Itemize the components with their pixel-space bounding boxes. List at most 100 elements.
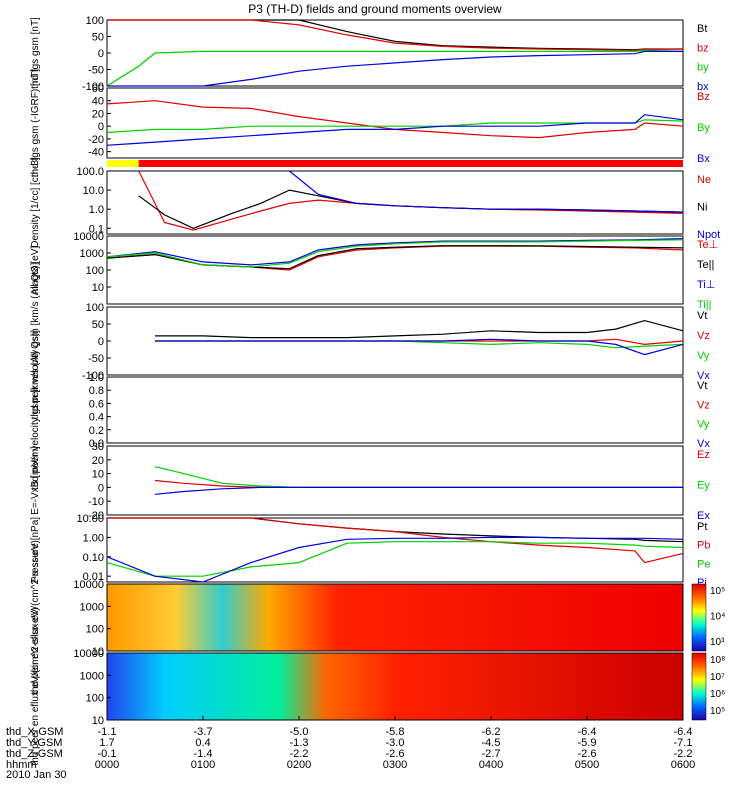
legend-label: Npot — [697, 229, 720, 241]
y-tick-label: -50 — [88, 65, 104, 77]
y-tick-label: 0.6 — [89, 398, 104, 410]
series-line-bz — [107, 19, 684, 52]
y-axis-label: thd peir en eflux eV/(cm^2-s-sr-eV) — [30, 540, 41, 695]
y-tick-label: 1000 — [80, 670, 104, 682]
legend-label: Ne — [697, 174, 711, 186]
y-tick-label: 20 — [92, 455, 104, 467]
legend-label: Vz — [697, 399, 710, 411]
series-line-ne — [138, 170, 684, 231]
legend-label: Bx — [697, 153, 710, 165]
y-tick-label: 10000 — [73, 231, 104, 243]
y-tick-label: 1.0 — [89, 204, 104, 216]
series-line-pe — [106, 541, 684, 577]
ephemeris-value: -4.5 — [482, 737, 501, 749]
y-tick-label: 10 — [92, 715, 104, 727]
ephemeris-value: 0100 — [191, 759, 215, 771]
ephemeris-value: 0200 — [287, 759, 311, 771]
colorbar — [691, 583, 707, 652]
series-line-ti|| — [106, 239, 684, 268]
ephemeris-value: -5.0 — [290, 726, 309, 738]
y-tick-label: 100 — [86, 265, 104, 277]
y-tick-label: 0.2 — [89, 425, 104, 437]
mode-bar-segment — [107, 160, 139, 167]
y-axis-label: thd fgs gsm (-IGRF) [nT] — [30, 69, 41, 178]
panel-frame — [106, 376, 684, 444]
y-tick-label: 0.0 — [89, 438, 104, 450]
series-line-vy — [155, 340, 684, 349]
legend-label: Ey — [697, 480, 710, 492]
legend-label: bz — [697, 42, 709, 54]
colorbar-tick-label: 10⁴ — [710, 612, 725, 623]
y-axis-label: thd fgs gsm [nT] — [30, 17, 41, 89]
colorbar-tick-label: 10⁵ — [710, 706, 725, 717]
ephemeris-value: -6.4 — [674, 726, 693, 738]
series-line-bx — [106, 114, 684, 146]
y-tick-label: -20 — [88, 134, 104, 146]
y-tick-label: -40 — [88, 147, 104, 159]
legend-label: Vx — [697, 438, 710, 450]
ephemeris-value: -7.1 — [674, 737, 693, 749]
legend-label: Vt — [697, 310, 707, 322]
series-line-by — [106, 119, 684, 134]
ephemeris-value: -2.2 — [290, 748, 309, 760]
y-tick-label: 10000 — [73, 579, 104, 591]
colorbar-tick-label: 10⁶ — [710, 689, 725, 700]
ephemeris-value: 1.7 — [99, 737, 114, 749]
legend-label: Ex — [697, 510, 710, 522]
y-tick-label: 100 — [86, 15, 104, 27]
legend-label: Vx — [697, 370, 710, 382]
series-line-vx — [155, 338, 684, 356]
legend-label: Vz — [697, 330, 710, 342]
series-line-by — [106, 49, 684, 87]
legend-label: Vy — [697, 350, 710, 362]
ephemeris-row-label: thd_Y-GSM — [6, 737, 62, 749]
ephemeris-row-label: hhmm — [6, 759, 37, 771]
legend-label: Bt — [697, 23, 707, 35]
y-tick-label: 100 — [86, 693, 104, 705]
legend-label: Ti⊥ — [697, 279, 715, 291]
legend-label: Vy — [697, 419, 710, 431]
legend-label: Pt — [697, 521, 707, 533]
y-tick-label: 1.00 — [83, 532, 104, 544]
ephemeris-value: -1.4 — [194, 748, 213, 760]
legend-label: Pb — [697, 540, 710, 552]
ephemeris-value: 0.4 — [195, 737, 210, 749]
ephemeris-value: 0500 — [575, 759, 599, 771]
legend-label: Te|| — [697, 259, 714, 271]
y-axis-label: magt3 [eV] — [30, 246, 41, 295]
ephemeris-value: 0400 — [479, 759, 503, 771]
y-tick-label: 10 — [92, 469, 104, 481]
y-tick-label: 20 — [92, 108, 104, 120]
ephemeris-value: -3.0 — [386, 737, 405, 749]
y-tick-label: 1000 — [80, 248, 104, 260]
y-tick-label: 40 — [92, 96, 104, 108]
ephemeris-row-label: thd_X-GSM — [6, 726, 63, 738]
ephemeris-value: -1.1 — [98, 726, 117, 738]
series-line-pi — [106, 536, 684, 583]
y-tick-label: 1000 — [80, 601, 104, 613]
colorbar — [691, 652, 707, 721]
legend-label: by — [697, 62, 709, 74]
series-line-bx — [107, 50, 683, 87]
ephemeris-value: -1.3 — [290, 737, 309, 749]
y-tick-label: 30 — [92, 441, 104, 453]
ephemeris-value: -2.7 — [482, 748, 501, 760]
ephemeris-value: 0600 — [671, 759, 695, 771]
y-axis-label: thd peir velocity gsm [km/s (All Qs)] — [30, 262, 41, 419]
plot-title: P3 (TH-D) fields and ground moments over… — [248, 2, 502, 16]
panel-frame — [106, 19, 684, 87]
y-tick-label: -100 — [82, 370, 104, 382]
y-axis-label: thd peer en eflux eV/(cm^2-s-sr-eV) — [30, 607, 41, 765]
date-label: 2010 Jan 30 — [6, 769, 67, 781]
ephemeris-value: -3.7 — [194, 726, 213, 738]
ephemeris-value: -6.2 — [482, 726, 501, 738]
colorbar-tick-label: 10⁷ — [710, 672, 725, 683]
panel-frame — [106, 445, 684, 516]
series-line-npot — [289, 170, 684, 213]
y-tick-label: -100 — [82, 81, 104, 93]
y-tick-label: 0 — [98, 482, 104, 494]
y-axis-label: Pressure [nPa] — [30, 517, 41, 583]
legend-label: bx — [697, 81, 709, 93]
